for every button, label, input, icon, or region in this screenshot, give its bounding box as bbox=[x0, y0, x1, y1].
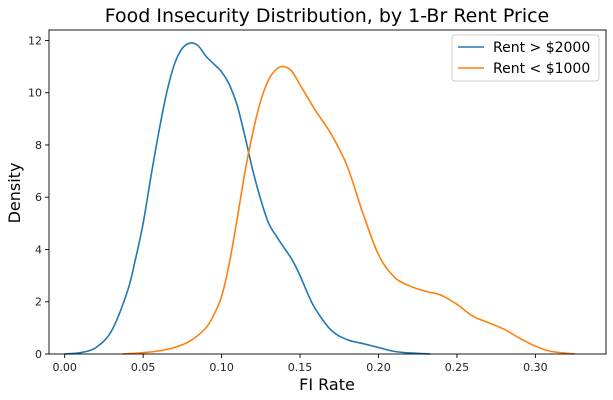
legend-box bbox=[451, 34, 600, 82]
chart-title: Food Insecurity Distribution, by 1-Br Re… bbox=[105, 5, 550, 27]
x-tick-label: 0.25 bbox=[445, 361, 470, 374]
series-line-1 bbox=[64, 42, 431, 355]
series-line-2 bbox=[122, 65, 575, 355]
y-tick-label: 8 bbox=[35, 139, 42, 152]
y-tick-label: 6 bbox=[35, 191, 42, 204]
plot-area: 0.00 0.05 0.10 0.15 0.20 0.25 0.30 0 2 4 6 8 10 12 bbox=[28, 29, 607, 374]
x-tick-label: 0.00 bbox=[52, 361, 77, 374]
x-tick-label: 0.05 bbox=[131, 361, 156, 374]
y-tick-label: 4 bbox=[35, 243, 42, 256]
x-tick-label: 0.20 bbox=[366, 361, 391, 374]
y-tick-label: 12 bbox=[28, 34, 42, 47]
legend: Rent > $2000 Rent < $1000 bbox=[451, 34, 600, 82]
y-tick-label: 10 bbox=[28, 87, 42, 100]
x-tick-label: 0.15 bbox=[288, 361, 313, 374]
x-tick-label: 0.10 bbox=[209, 361, 234, 374]
y-axis-label: Density bbox=[5, 163, 24, 224]
axes-frame bbox=[48, 29, 607, 355]
y-tick-label: 2 bbox=[35, 296, 42, 309]
x-axis-label: FI Rate bbox=[299, 375, 355, 394]
legend-label-1: Rent > $2000 bbox=[493, 40, 590, 56]
y-tick-label: 0 bbox=[35, 348, 42, 361]
legend-label-2: Rent < $1000 bbox=[493, 61, 590, 77]
x-tick-label: 0.30 bbox=[523, 361, 548, 374]
